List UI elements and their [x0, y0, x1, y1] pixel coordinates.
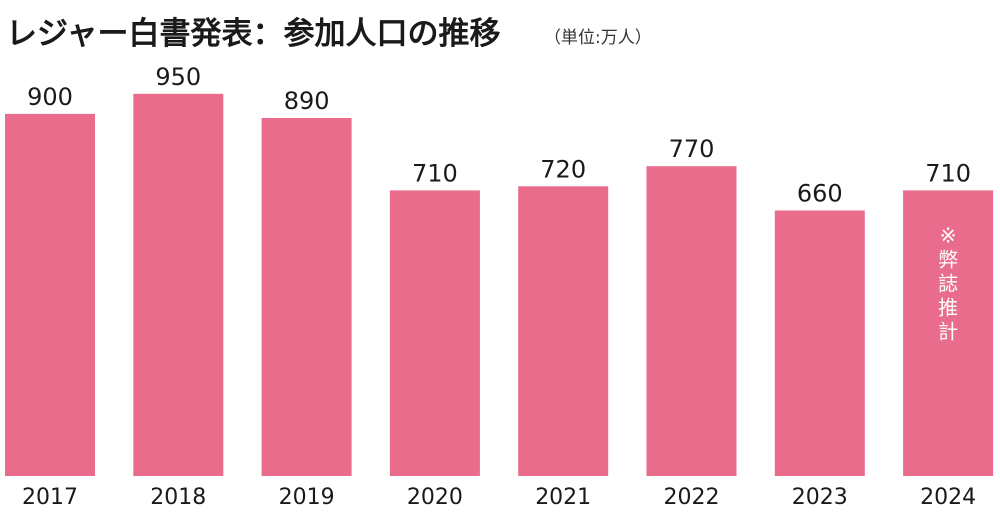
bar-2019 — [261, 118, 352, 476]
bar-2023 — [774, 210, 865, 476]
annotation-text: ※弊誌推計 — [938, 223, 958, 343]
category-label-2019: 2019 — [279, 485, 335, 510]
category-label-2024: 2024 — [920, 485, 976, 510]
bar-2018 — [133, 93, 224, 477]
category-label-2018: 2018 — [150, 485, 206, 510]
value-label-2022: 770 — [669, 135, 715, 163]
category-label-2022: 2022 — [664, 485, 720, 510]
bar-2022 — [646, 166, 737, 476]
value-label-2021: 720 — [540, 155, 586, 183]
value-label-2024: 710 — [925, 159, 971, 187]
chart-title: レジャー白書発表：参加人口の推移 — [6, 16, 500, 52]
chart-unit-note: （単位:万人） — [544, 28, 652, 48]
value-label-2018: 950 — [155, 63, 201, 91]
annotation-group: ※弊誌推計 — [938, 223, 958, 343]
bar-2020 — [389, 190, 480, 476]
value-label-2020: 710 — [412, 159, 458, 187]
annotation-char: ※ — [940, 223, 957, 247]
category-label-2021: 2021 — [535, 485, 591, 510]
annotation-char: 誌 — [938, 271, 958, 295]
annotation-char: 弊 — [938, 247, 958, 271]
bars-group — [5, 93, 994, 477]
category-label-2023: 2023 — [792, 485, 848, 510]
value-label-2017: 900 — [27, 83, 73, 111]
category-label-2017: 2017 — [22, 485, 78, 510]
category-labels-group: 2017 2018 2019 2020 2021 2022 2023 2024 — [22, 485, 976, 510]
value-label-2023: 660 — [797, 180, 843, 208]
category-label-2020: 2020 — [407, 485, 463, 510]
bar-2024 — [903, 190, 994, 476]
value-labels-group: 900 950 890 710 720 770 660 710 — [27, 63, 971, 208]
annotation-char: 計 — [938, 319, 958, 343]
annotation-char: 推 — [938, 295, 958, 319]
bar-2021 — [518, 186, 609, 477]
value-label-2019: 890 — [284, 87, 330, 115]
bar-2017 — [5, 113, 95, 477]
